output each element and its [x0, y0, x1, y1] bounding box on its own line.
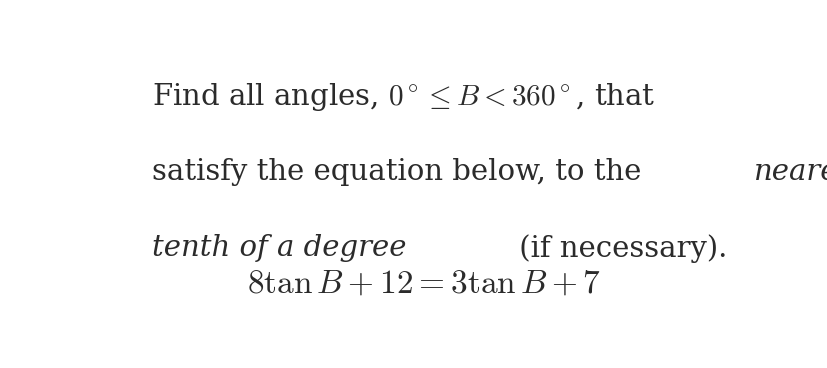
Text: tenth of a degree: tenth of a degree [151, 234, 405, 262]
Text: tenth of a degree: tenth of a degree [151, 234, 405, 262]
Text: satisfy the equation below, to the: satisfy the equation below, to the [151, 158, 649, 185]
Text: (if necessary).: (if necessary). [509, 234, 726, 263]
Text: nearest: nearest [753, 158, 827, 185]
Text: $8\tan B + 12 = 3\tan B + 7$: $8\tan B + 12 = 3\tan B + 7$ [247, 267, 600, 299]
Text: satisfy the equation below, to the: satisfy the equation below, to the [151, 158, 649, 185]
Text: Find all angles, $0^\circ \leq B < 360^\circ$, that: Find all angles, $0^\circ \leq B < 360^\… [151, 81, 654, 113]
